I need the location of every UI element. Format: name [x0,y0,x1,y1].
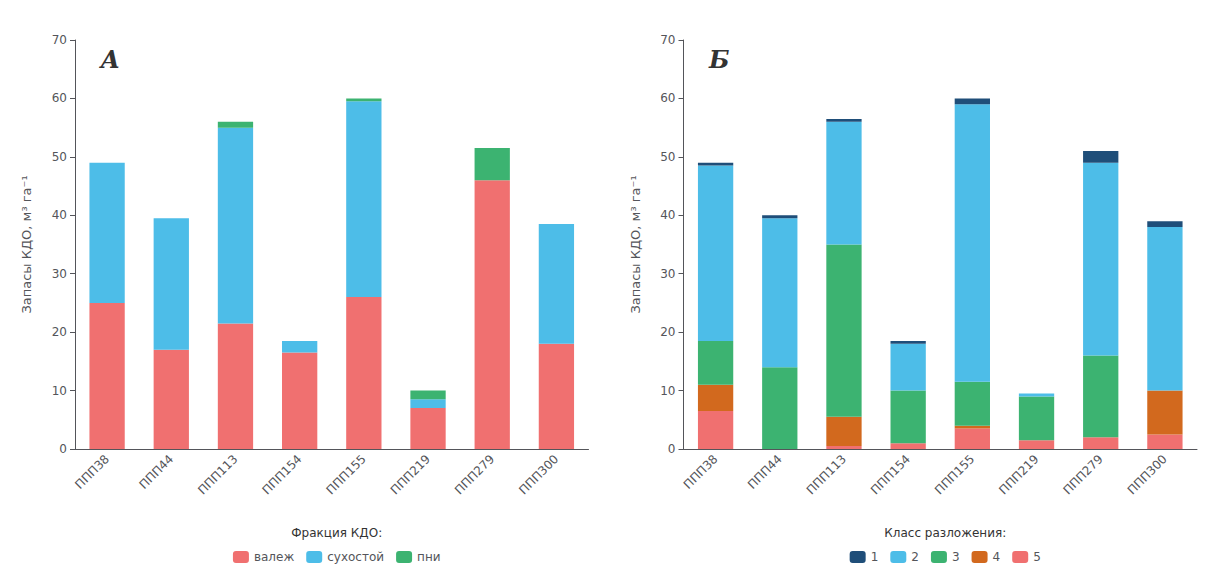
svg-text:Запасы КДО, м³ га⁻¹: Запасы КДО, м³ га⁻¹ [19,175,34,313]
svg-text:ППП38: ППП38 [72,452,112,492]
svg-text:ППП219: ППП219 [388,452,433,497]
svg-text:4: 4 [993,550,1001,564]
svg-text:ППП155: ППП155 [932,452,977,497]
svg-text:1: 1 [871,550,879,564]
svg-text:50: 50 [660,150,675,164]
svg-text:0: 0 [59,442,67,456]
svg-text:20: 20 [52,325,67,339]
svg-text:5: 5 [1033,550,1041,564]
svg-text:60: 60 [52,91,67,105]
svg-text:Запасы КДО, м³ га⁻¹: Запасы КДО, м³ га⁻¹ [628,175,643,313]
svg-text:50: 50 [52,150,67,164]
svg-text:ППП300: ППП300 [1125,452,1170,497]
svg-text:сухостой: сухостой [327,550,384,564]
svg-text:Б: Б [708,45,730,74]
svg-text:60: 60 [660,91,675,105]
svg-text:ППП38: ППП38 [681,452,721,492]
svg-text:ППП300: ППП300 [516,452,561,497]
svg-text:30: 30 [660,267,675,281]
svg-text:ППП219: ППП219 [996,452,1041,497]
svg-text:70: 70 [52,33,67,47]
svg-text:40: 40 [52,208,67,222]
svg-text:ППП154: ППП154 [259,452,304,497]
svg-text:3: 3 [952,550,960,564]
svg-text:ППП44: ППП44 [745,452,785,492]
svg-text:Фракция КДО:: Фракция КДО: [291,526,382,540]
svg-text:валеж: валеж [254,550,294,564]
svg-text:2: 2 [911,550,919,564]
svg-text:ППП113: ППП113 [804,452,849,497]
svg-text:ППП279: ППП279 [1060,452,1105,497]
svg-text:10: 10 [52,384,67,398]
svg-text:Класс разложения:: Класс разложения: [884,526,1006,540]
svg-text:ППП44: ППП44 [136,452,176,492]
svg-text:0: 0 [668,442,676,456]
svg-text:ППП155: ППП155 [324,452,369,497]
svg-text:пни: пни [417,550,441,564]
svg-text:20: 20 [660,325,675,339]
svg-text:30: 30 [52,267,67,281]
svg-text:ППП113: ППП113 [195,452,240,497]
svg-text:ППП154: ППП154 [868,452,913,497]
svg-text:70: 70 [660,33,675,47]
svg-text:40: 40 [660,208,675,222]
svg-text:А: А [99,45,121,74]
svg-text:ППП279: ППП279 [452,452,497,497]
svg-text:10: 10 [660,384,675,398]
